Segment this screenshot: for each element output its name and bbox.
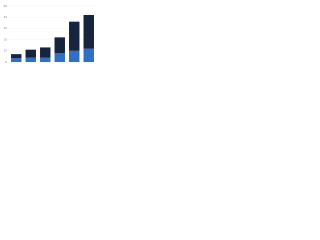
bar-segment xyxy=(83,14,94,49)
y-tick-label: 50 xyxy=(4,4,8,8)
y-tick-label: 10 xyxy=(4,49,8,53)
bar-segment xyxy=(40,47,51,58)
bar-segment xyxy=(40,57,51,62)
bar-segment xyxy=(25,57,36,62)
bar-segment xyxy=(54,53,65,62)
bar-segment xyxy=(11,58,22,62)
y-tick-label: 30 xyxy=(4,26,8,30)
bar-segment xyxy=(69,50,80,62)
y-tick-label: 0 xyxy=(5,60,7,64)
chart: 0 10 20 30 40 50 xyxy=(4,4,96,64)
y-tick-label: 40 xyxy=(4,15,8,19)
bar-segment xyxy=(83,48,94,62)
bar-segment xyxy=(54,37,65,54)
bar-segment xyxy=(25,49,36,58)
y-tick-label: 20 xyxy=(4,37,8,41)
bar-segment xyxy=(69,21,80,51)
bar-segment xyxy=(11,54,22,59)
